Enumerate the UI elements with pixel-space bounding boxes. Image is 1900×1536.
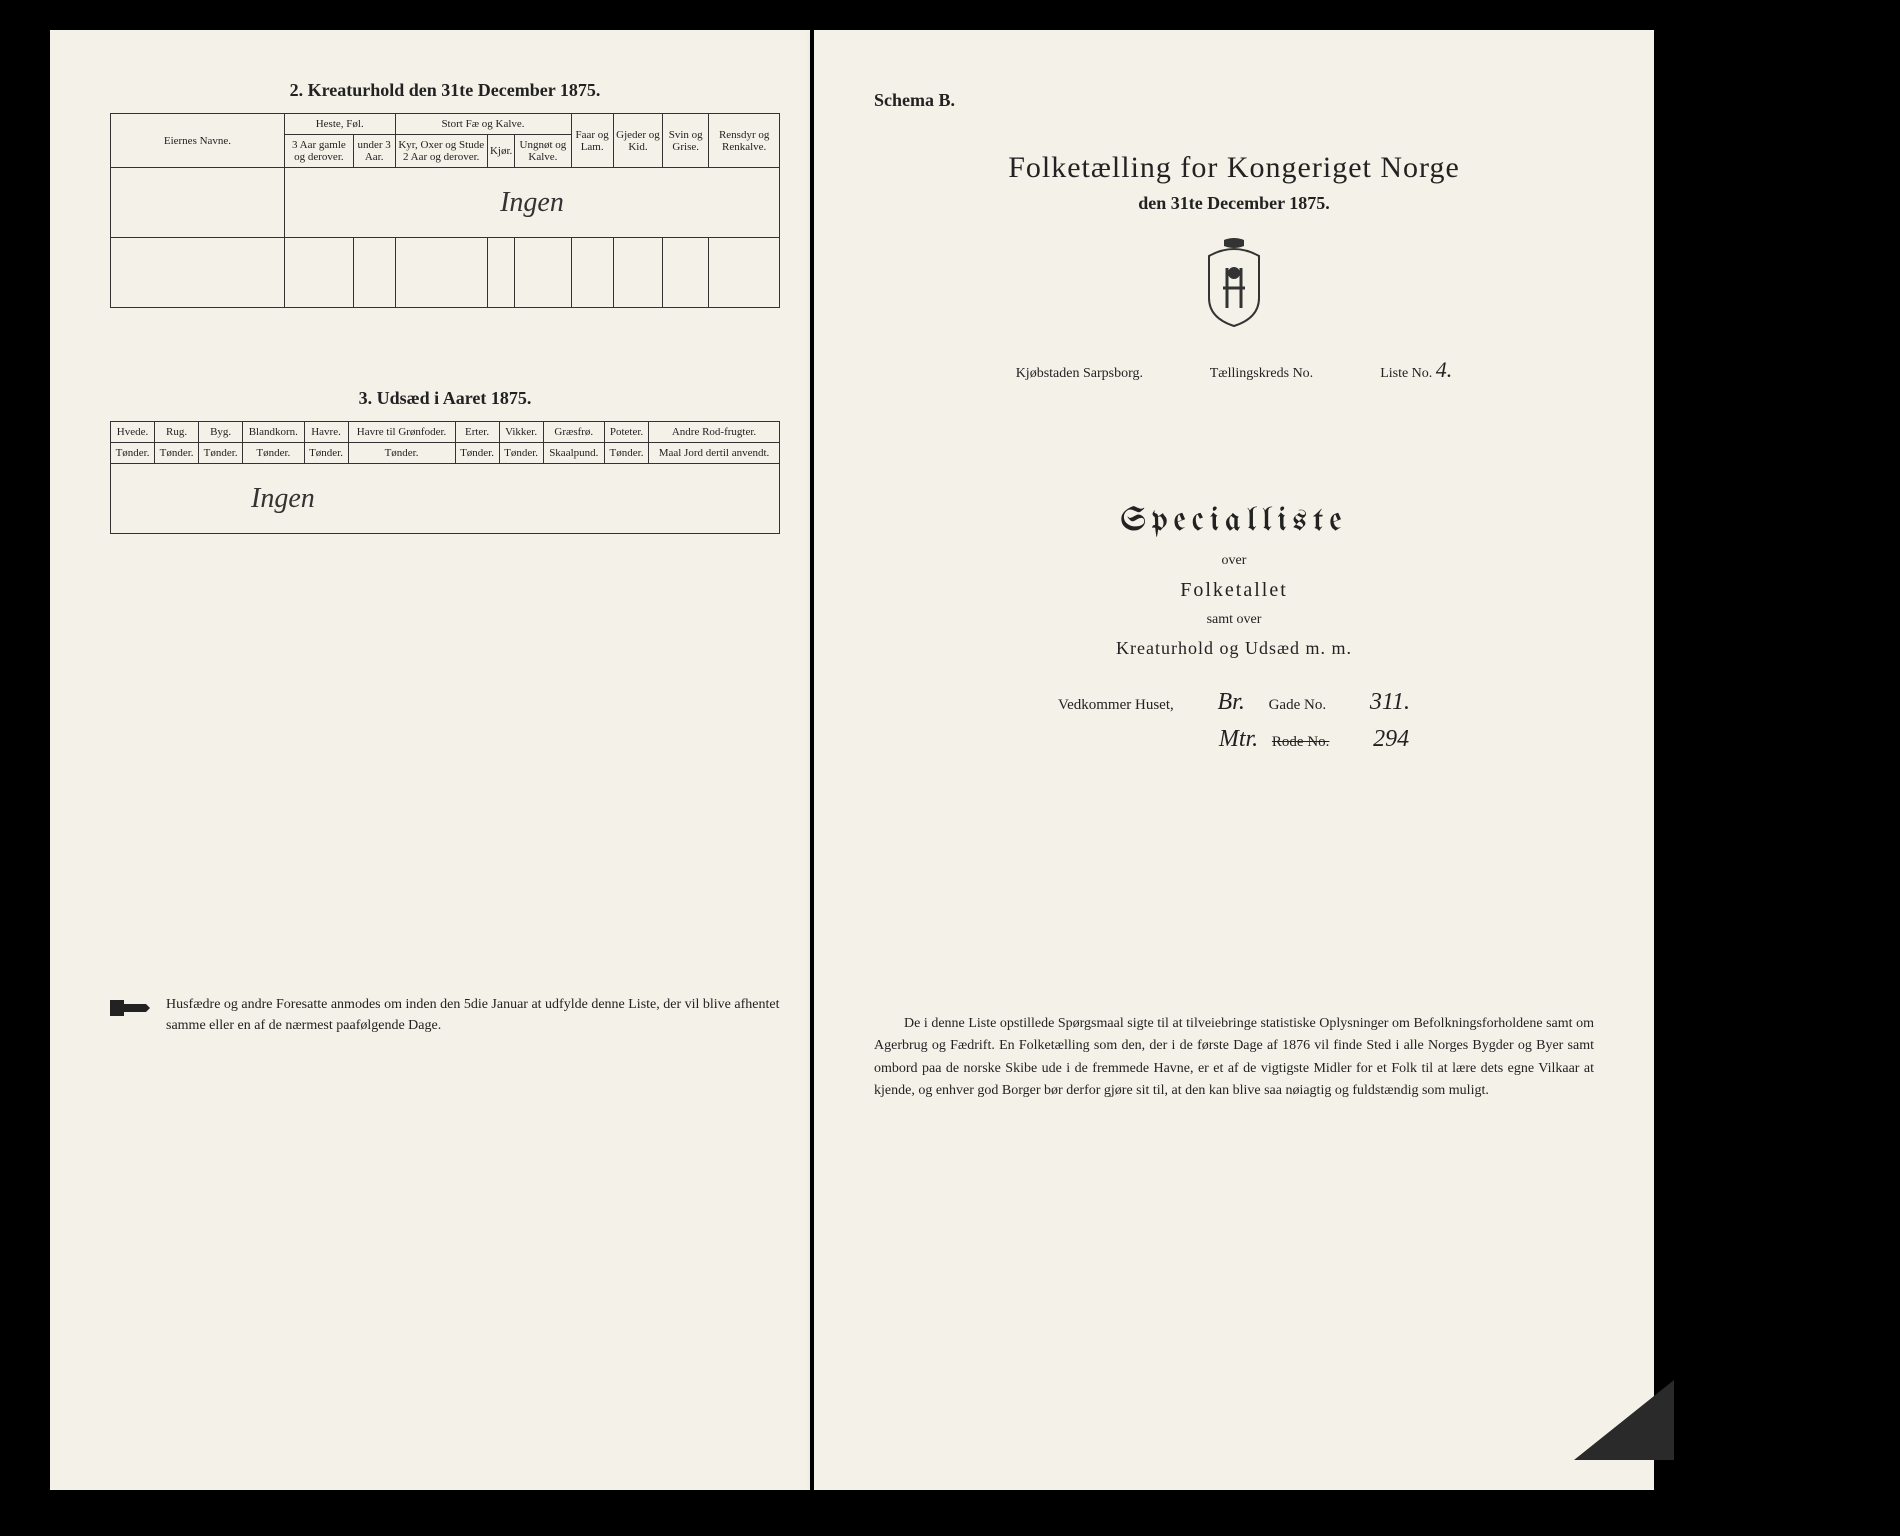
th-unit: Tønder. <box>604 443 648 464</box>
vedkom-line-1: Vedkommer Huset, Br. Gade No. 311. <box>874 689 1594 716</box>
table-udsaed: Hvede. Rug. Byg. Blandkorn. Havre. Havre… <box>110 421 780 534</box>
th-svin: Svin og Grise. <box>663 114 709 168</box>
th: Byg. <box>199 422 243 443</box>
th: Blandkorn. <box>243 422 304 443</box>
th-unit: Maal Jord dertil anvendt. <box>649 443 780 464</box>
th: Erter. <box>455 422 499 443</box>
liste-no-value: 4. <box>1436 357 1453 382</box>
vedkom-label: Vedkommer Huset, <box>1058 697 1174 713</box>
handwritten-ingen: Ingen <box>284 168 779 238</box>
th: Havre. <box>304 422 348 443</box>
th: Hvede. <box>111 422 155 443</box>
folketallet-label: Folketallet <box>874 579 1594 602</box>
th-heste-b: under 3 Aar. <box>353 135 395 168</box>
schema-label: Schema B. <box>874 90 1594 111</box>
main-title: Folketælling for Kongeriget Norge <box>874 151 1594 185</box>
rode-no-value: 294 <box>1373 726 1409 752</box>
footnote-text: Husfædre og andre Foresatte anmodes om i… <box>166 994 780 1036</box>
kreatur-label: Kreaturhold og Udsæd m. m. <box>874 638 1594 659</box>
page-right: Schema B. Folketælling for Kongeriget No… <box>814 30 1654 1490</box>
over-label: over <box>874 553 1594 569</box>
table-kreaturhold: Eiernes Navne. Heste, Føl. Stort Fæ og K… <box>110 113 780 308</box>
section3-title: 3. Udsæd i Aaret 1875. <box>110 388 780 409</box>
th: Græsfrø. <box>543 422 604 443</box>
th-heste: Heste, Føl. <box>284 114 395 135</box>
vedkom-br: Br. <box>1218 689 1245 715</box>
th-unit: Tønder. <box>111 443 155 464</box>
handwritten-ingen-2: Ingen <box>111 464 780 534</box>
th-heste-a: 3 Aar gamle og derover. <box>284 135 353 168</box>
page-corner-fold-icon <box>1574 1380 1674 1460</box>
th-gjed: Gjeder og Kid. <box>613 114 662 168</box>
meta-liste: Liste No. <box>1380 366 1432 381</box>
coat-of-arms-icon <box>874 238 1594 333</box>
bottom-paragraph: De i denne Liste opstillede Spørgsmaal s… <box>874 1013 1594 1103</box>
th-faar: Faar og Lam. <box>571 114 613 168</box>
th-stort: Stort Fæ og Kalve. <box>395 114 571 135</box>
meta-kreds: Tællingskreds No. <box>1210 366 1313 381</box>
document-spread: 2. Kreaturhold den 31te December 1875. E… <box>50 30 1850 1510</box>
vedkom-line-2: Mtr. Rode No. 294 <box>874 726 1594 753</box>
table-row: Ingen <box>111 464 780 534</box>
th-unit: Tønder. <box>499 443 543 464</box>
samt-label: samt over <box>874 612 1594 628</box>
th-unit: Tønder. <box>455 443 499 464</box>
special-title: Specialliste <box>874 503 1594 539</box>
th-eier: Eiernes Navne. <box>111 114 285 168</box>
meta-kjob: Kjøbstaden Sarpsborg. <box>1016 366 1143 381</box>
th-stort-b: Kjør. <box>487 135 514 168</box>
table-row: Ingen <box>111 168 780 238</box>
th-stort-c: Ungnøt og Kalve. <box>515 135 571 168</box>
th-stort-a: Kyr, Oxer og Stude 2 Aar og derover. <box>395 135 487 168</box>
table-row <box>111 238 780 308</box>
pointing-hand-icon <box>110 996 150 1020</box>
vedkom-gade: Gade No. <box>1269 697 1326 713</box>
section2-title: 2. Kreaturhold den 31te December 1875. <box>110 80 780 101</box>
th-unit: Skaalpund. <box>543 443 604 464</box>
th: Poteter. <box>604 422 648 443</box>
th-ren: Rensdyr og Renkalve. <box>709 114 780 168</box>
footnote: Husfædre og andre Foresatte anmodes om i… <box>110 994 780 1036</box>
vedkom-rode: Rode No. <box>1272 734 1330 750</box>
meta-line: Kjøbstaden Sarpsborg. Tællingskreds No. … <box>874 357 1594 383</box>
sub-date: den 31te December 1875. <box>874 193 1594 214</box>
th: Rug. <box>155 422 199 443</box>
th: Havre til Grønfoder. <box>348 422 455 443</box>
page-left: 2. Kreaturhold den 31te December 1875. E… <box>50 30 810 1490</box>
th-unit: Tønder. <box>348 443 455 464</box>
gade-no-value: 311. <box>1370 689 1410 715</box>
vedkom-mtr: Mtr. <box>1219 726 1258 752</box>
th: Andre Rod-frugter. <box>649 422 780 443</box>
th-unit: Tønder. <box>304 443 348 464</box>
th-unit: Tønder. <box>155 443 199 464</box>
th-unit: Tønder. <box>199 443 243 464</box>
th: Vikker. <box>499 422 543 443</box>
th-unit: Tønder. <box>243 443 304 464</box>
